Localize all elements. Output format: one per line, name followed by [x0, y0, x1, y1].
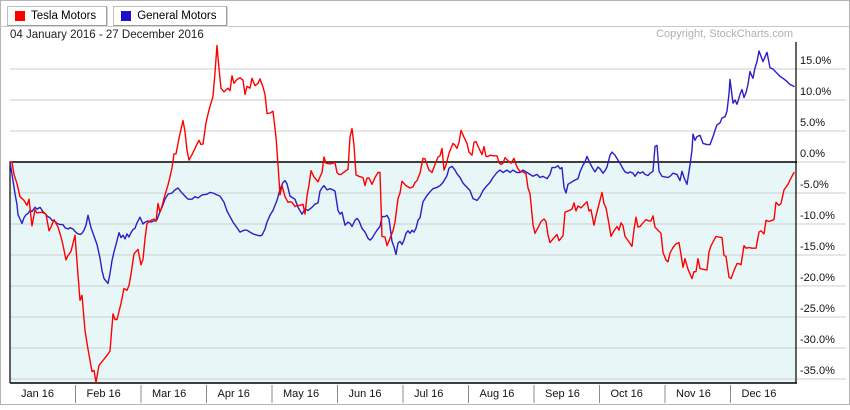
x-axis-month-label: Jul 16: [414, 388, 444, 400]
y-axis-tick-label: 5.0%: [800, 117, 826, 129]
x-axis-month-label: Jan 16: [21, 388, 55, 400]
y-axis-tick-label: 15.0%: [800, 55, 832, 67]
x-axis-month-label: Aug 16: [479, 388, 515, 400]
frame-border-top: [0, 0, 850, 1]
header-divider: [0, 26, 850, 27]
y-axis-tick-label: -5.0%: [800, 179, 829, 191]
frame-border-bottom: [0, 404, 850, 405]
legend-label-tesla: Tesla Motors: [31, 10, 97, 22]
gm-color-swatch-icon: [121, 11, 132, 21]
y-axis-tick-label: -10.0%: [800, 210, 835, 222]
x-axis-month-label: Nov 16: [676, 388, 711, 400]
copyright-label: Copyright, StockCharts.com: [656, 28, 793, 40]
x-axis-month-label: Mar 16: [152, 388, 187, 400]
y-axis-tick-label: 10.0%: [800, 86, 832, 98]
y-axis-tick-label: -30.0%: [800, 334, 835, 346]
x-axis-month-label: Dec 16: [741, 388, 777, 400]
y-axis-tick-label: -15.0%: [800, 241, 835, 253]
x-axis-month-label: Jun 16: [348, 388, 382, 400]
tesla-color-swatch-icon: [15, 11, 25, 21]
series-legend: Tesla Motors General Motors: [7, 6, 228, 26]
date-range-label: 04 January 2016 - 27 December 2016: [10, 29, 204, 41]
frame-border-left: [0, 0, 1, 405]
legend-label-gm: General Motors: [137, 10, 217, 22]
legend-button-gm[interactable]: General Motors: [113, 6, 228, 26]
series-line-tesla-motors: [9, 44, 795, 384]
legend-button-tesla[interactable]: Tesla Motors: [7, 6, 108, 26]
x-axis-month-label: Apr 16: [217, 388, 250, 400]
y-axis-tick-label: 0.0%: [800, 148, 826, 160]
y-axis-tick-label: -35.0%: [800, 365, 835, 377]
x-axis-month-label: Feb 16: [86, 388, 121, 400]
y-axis-tick-label: -25.0%: [800, 303, 835, 315]
series-line-general-motors: [9, 50, 795, 285]
y-axis-tick-label: -20.0%: [800, 272, 835, 284]
x-axis-month-label: Oct 16: [610, 388, 643, 400]
x-axis-month-label: May 16: [283, 388, 320, 400]
x-axis-month-label: Sep 16: [545, 388, 580, 400]
